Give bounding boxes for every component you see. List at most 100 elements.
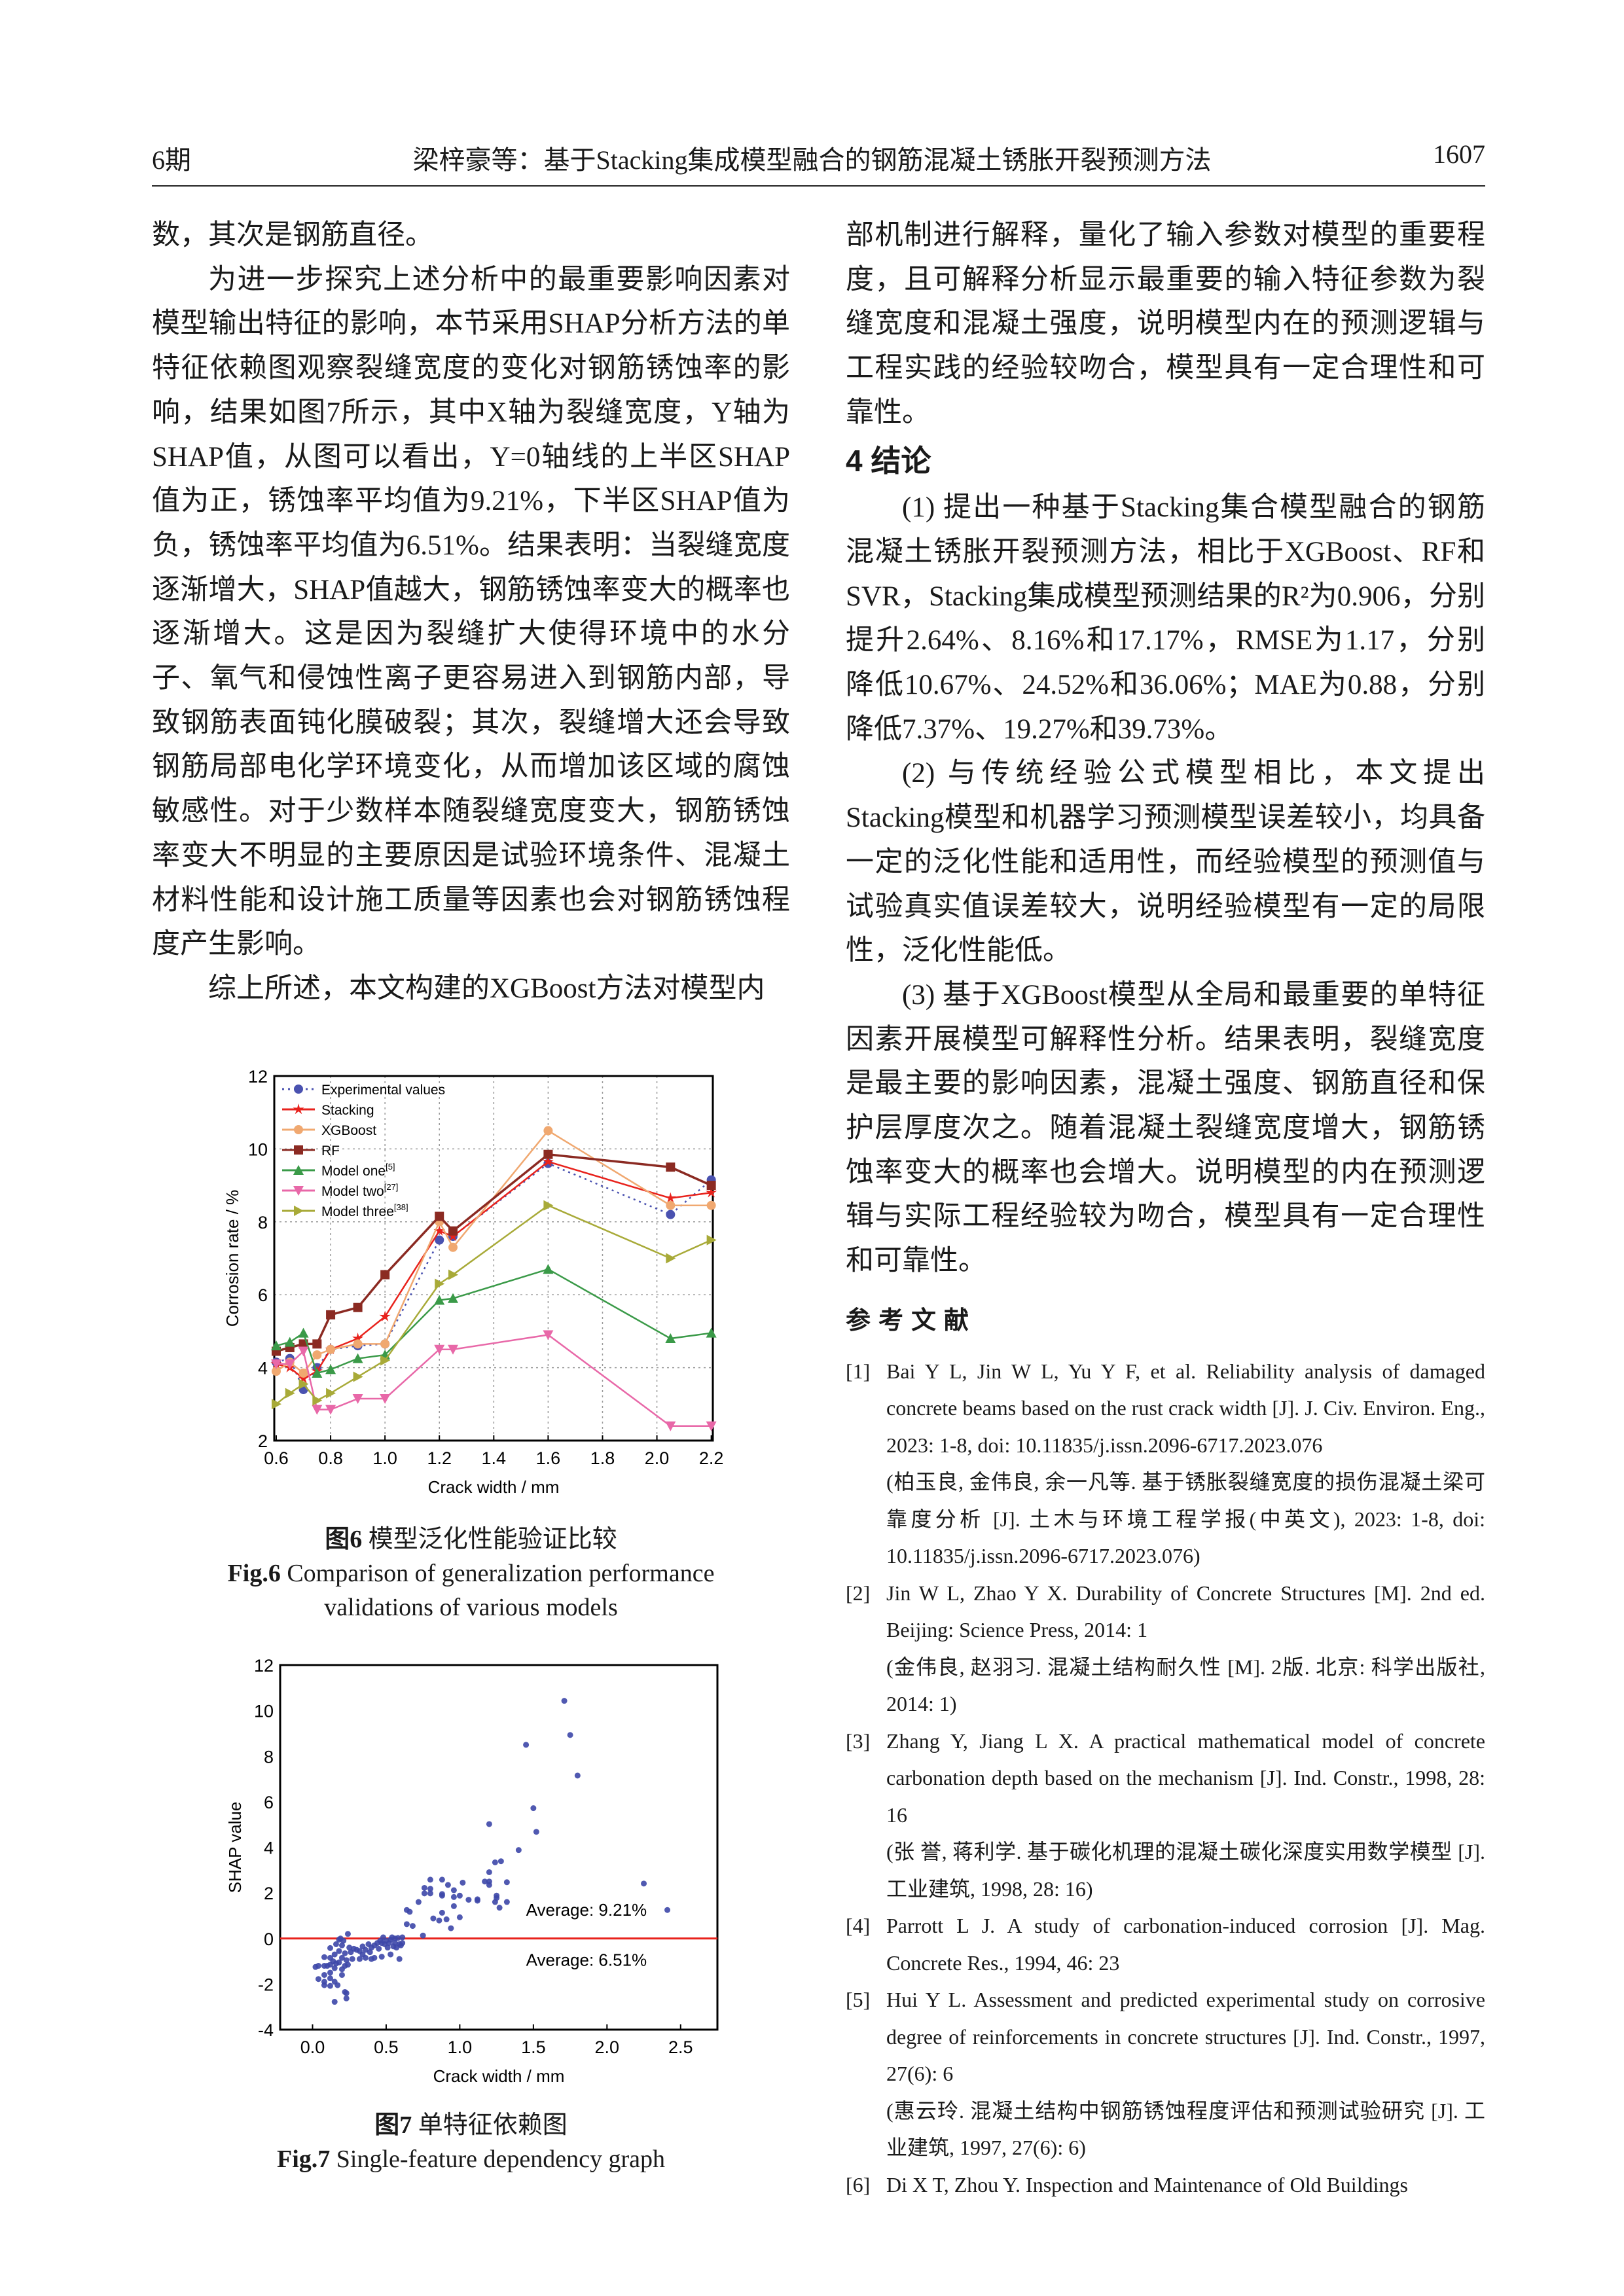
data-point [367, 1949, 373, 1956]
x-tick-label: 2.5 [668, 2037, 693, 2057]
legend-marker [294, 1145, 303, 1155]
data-point [396, 1956, 403, 1962]
data-point [338, 1942, 345, 1948]
data-point [331, 1951, 338, 1958]
data-point [433, 1225, 445, 1236]
data-point [706, 1181, 716, 1191]
data-point [321, 1982, 327, 1988]
y-tick-label: 6 [264, 1793, 274, 1812]
data-point [450, 1887, 457, 1893]
reference-item: [5] Hui Y L. Assessment and predicted exp… [846, 1981, 1485, 2166]
data-point [450, 1903, 457, 1909]
data-point [561, 1698, 568, 1704]
reference-en: Zhang Y, Jiang L X. A practical mathemat… [886, 1729, 1485, 1827]
legend-name: Model one [321, 1164, 386, 1179]
data-point [380, 1393, 391, 1404]
data-point [447, 1230, 459, 1242]
data-point [327, 1969, 333, 1976]
legend-marker [294, 1206, 304, 1216]
data-point [379, 1310, 391, 1321]
data-point [435, 1235, 444, 1245]
x-tick-label: 2.0 [595, 2037, 620, 2057]
data-point [492, 1899, 498, 1905]
references-heading: 参考文献 [846, 1306, 977, 1335]
data-point [706, 1234, 717, 1246]
data-point [523, 1742, 530, 1748]
legend-label: Experimental values [321, 1083, 445, 1098]
conclusion-2: (2) 与传统经验公式模型相比，本文提出Stacking模型和机器学习预测模型误… [846, 758, 1485, 967]
x-tick-label: 1.2 [427, 1448, 452, 1468]
data-point [326, 1344, 336, 1354]
y-tick-label: 8 [258, 1213, 268, 1232]
y-tick-label: 8 [264, 1747, 274, 1767]
data-point [706, 1187, 717, 1198]
data-point [343, 1995, 350, 2001]
data-point [427, 1886, 433, 1892]
reference-cn: (惠云玲. 混凝土结构中钢筋锈蚀程度评估和预测试验研究 [J]. 工业建筑, 1… [886, 2098, 1485, 2160]
y-tick-label: 12 [254, 1656, 274, 1676]
data-point [340, 1937, 347, 1944]
reference-cn: (柏玉良, 金伟良, 余一凡等. 基于锈胀裂缝宽度的损伤混凝土梁可靠度分析 [J… [886, 1470, 1485, 1568]
data-point [362, 1946, 369, 1953]
reference-number: [1] [846, 1359, 871, 1383]
x-tick-label: 2.0 [645, 1448, 670, 1468]
data-point [435, 1211, 444, 1221]
reference-item: [2] Jin W L, Zhao Y X. Durability of Conc… [846, 1575, 1485, 1723]
reference-cn: (金伟良, 赵羽习. 混凝土结构耐久性 [M]. 2版. 北京: 科学出版社, … [886, 1655, 1485, 1716]
fig7-caption-cn: 单特征依赖图 [418, 2111, 568, 2139]
legend-marker [293, 1165, 304, 1175]
paragraph: 综上所述，本文构建的XGBoost方法对模型内 [208, 973, 765, 1004]
data-point [298, 1378, 309, 1390]
reference-text: Zhang Y, Jiang L X. A practical mathemat… [886, 1723, 1485, 1908]
y-tick-label: -4 [258, 2020, 274, 2040]
legend-marker [294, 1125, 303, 1134]
x-tick-label: 1.0 [448, 2037, 473, 2057]
paragraph: 为进一步探究上述分析中的最重要影响因素对模型输出特征的影响，本节采用SHAP分析… [152, 264, 790, 960]
data-point [574, 1772, 581, 1779]
annotation-lower-average: Average: 6.51% [526, 1950, 647, 1970]
data-point [666, 1200, 676, 1210]
fig7-scatter-chart: 0.0 0.5 1.0 1.5 2.0 2.5 -4 -2 0 2 4 6 8 10 12 Average: … [225, 1656, 719, 2086]
legend-citation: [5] [386, 1162, 395, 1172]
data-point [492, 1859, 498, 1865]
y-tick-label: 2 [264, 1884, 274, 1903]
data-point [465, 1897, 472, 1903]
fig6-caption-en-number: Fig.6 [227, 1560, 281, 1587]
data-point [448, 1242, 458, 1252]
x-tick-label: 1.0 [372, 1448, 397, 1468]
data-point [543, 1149, 553, 1159]
data-point [327, 1982, 333, 1989]
data-point [409, 1923, 416, 1929]
y-axis-label: SHAP value [225, 1802, 245, 1893]
fig7-caption-en: Single-feature dependency graph [336, 2145, 665, 2173]
data-point [395, 1935, 401, 1941]
data-point [439, 1876, 445, 1883]
data-point [448, 1293, 459, 1303]
data-point [327, 1975, 333, 1982]
fig6-caption-en: Comparison of generalization performance… [287, 1560, 715, 1621]
data-point [312, 1339, 322, 1349]
data-point [665, 1421, 676, 1431]
data-point [439, 1892, 445, 1899]
data-point [496, 1905, 503, 1911]
data-point [312, 1405, 323, 1415]
data-point [666, 1162, 676, 1172]
data-point [486, 1882, 492, 1888]
x-tick-label: 0.5 [374, 2037, 399, 2057]
data-point [384, 1945, 391, 1951]
legend-marker [293, 1186, 304, 1196]
right-column: 部机制进行解释，量化了输入参数对模型的重要程度，且可解释分析显示最重要的输入特征… [846, 213, 1485, 2203]
data-point [298, 1346, 309, 1357]
data-point [391, 1940, 398, 1946]
reference-en: Parrott L J. A study of carbonation-indu… [886, 1914, 1485, 1975]
legend-marker [293, 1103, 304, 1115]
data-point [543, 1264, 554, 1274]
data-point [271, 1340, 281, 1351]
data-point [434, 1344, 445, 1355]
y-tick-label: -2 [258, 1975, 274, 1994]
data-point [338, 1971, 345, 1978]
reference-text: Hui Y L. Assessment and predicted experi… [886, 1981, 1485, 2166]
legend-marker [294, 1085, 303, 1094]
data-point [380, 1355, 391, 1366]
y-tick-label: 6 [258, 1285, 268, 1305]
